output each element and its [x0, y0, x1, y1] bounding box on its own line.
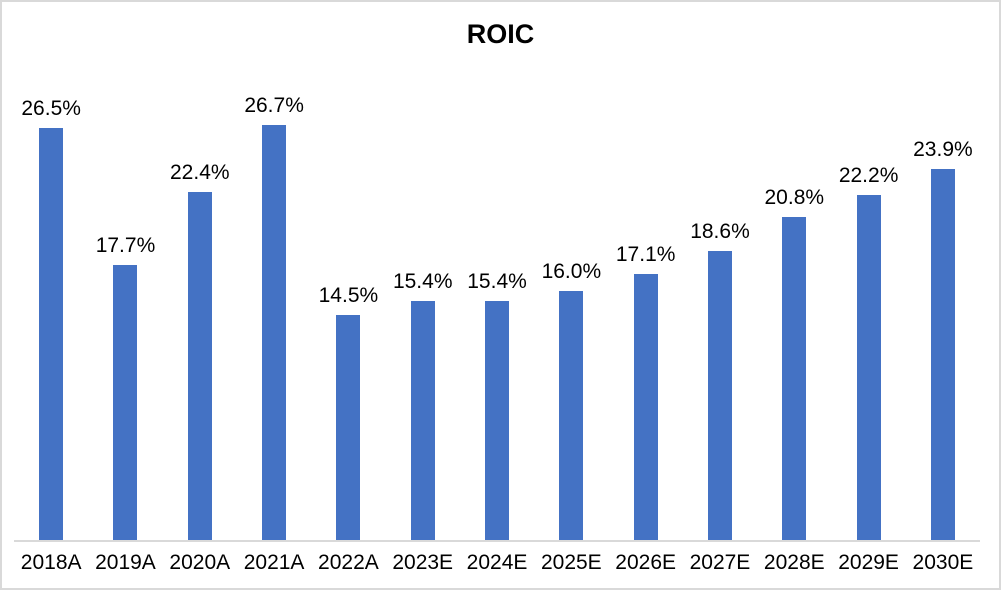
bar-column: 16.0% — [534, 74, 608, 540]
x-axis-label: 2030E — [912, 551, 974, 574]
x-axis-label: 2023E — [392, 551, 454, 574]
bar-column: 22.2% — [831, 74, 905, 540]
bar-value-label: 22.4% — [170, 160, 230, 184]
bar-value-label: 17.1% — [615, 243, 676, 267]
bar-value-label: 16.0% — [541, 260, 602, 284]
x-axis-label: 2027E — [689, 551, 751, 574]
bar-column: 14.5% — [311, 74, 385, 540]
bar — [707, 251, 732, 540]
bar-column: 15.4% — [386, 74, 460, 540]
plot-area: 26.5% 17.7% 22.4% 26.7% 14.5% 15.4% 15.4% 16.0%… — [14, 74, 980, 542]
bar-column: 15.4% — [460, 74, 534, 540]
bar-value-label: 18.6% — [690, 220, 750, 243]
bar — [930, 168, 955, 540]
x-axis-label: 2026E — [615, 551, 677, 574]
bar-value-label: 14.5% — [318, 283, 379, 307]
x-axis-label: 2022A — [318, 551, 379, 574]
bar-column: 23.9% — [906, 74, 980, 540]
bar — [410, 300, 435, 540]
bar-value-label: 26.7% — [244, 94, 304, 118]
bar — [262, 125, 287, 540]
bar-column: 22.4% — [163, 74, 237, 540]
bar-value-label: 22.2% — [838, 164, 899, 188]
x-axis-label: 2024E — [466, 551, 528, 574]
bar-column: 17.7% — [88, 74, 162, 540]
bar-value-label: 23.9% — [913, 137, 973, 161]
x-axis-label: 2021A — [243, 551, 305, 574]
chart-title: ROIC — [466, 19, 535, 49]
x-axis-label: 2020A — [169, 551, 231, 574]
bar-column: 26.5% — [14, 74, 88, 540]
bar — [559, 291, 584, 540]
x-axis-label: 2029E — [838, 551, 899, 574]
bar-value-label: 20.8% — [764, 185, 825, 209]
bar-value-label: 15.4% — [467, 269, 527, 293]
bar — [633, 274, 658, 540]
bar — [336, 314, 361, 540]
x-axis-label: 2028E — [763, 551, 825, 574]
bar — [113, 265, 138, 540]
bar — [856, 195, 881, 540]
x-axis: 2018A 2019A 2020A 2021A 2022A 2023E 2024E 2025E… — [14, 542, 980, 575]
x-axis-label: 2019A — [95, 551, 156, 574]
bar-column: 18.6% — [683, 74, 757, 540]
bar-value-label: 15.4% — [392, 269, 453, 293]
bar-value-label: 17.7% — [95, 233, 156, 257]
x-axis-label: 2025E — [540, 551, 602, 574]
bar — [782, 216, 807, 540]
bar-column: 17.1% — [609, 74, 683, 540]
bar-value-label: 26.5% — [21, 97, 81, 121]
bar — [187, 192, 212, 540]
x-axis-label: 2018A — [20, 551, 82, 574]
bar — [485, 300, 510, 540]
bar-column: 20.8% — [757, 74, 831, 540]
bar-column: 26.7% — [237, 74, 311, 540]
bar — [39, 128, 64, 540]
